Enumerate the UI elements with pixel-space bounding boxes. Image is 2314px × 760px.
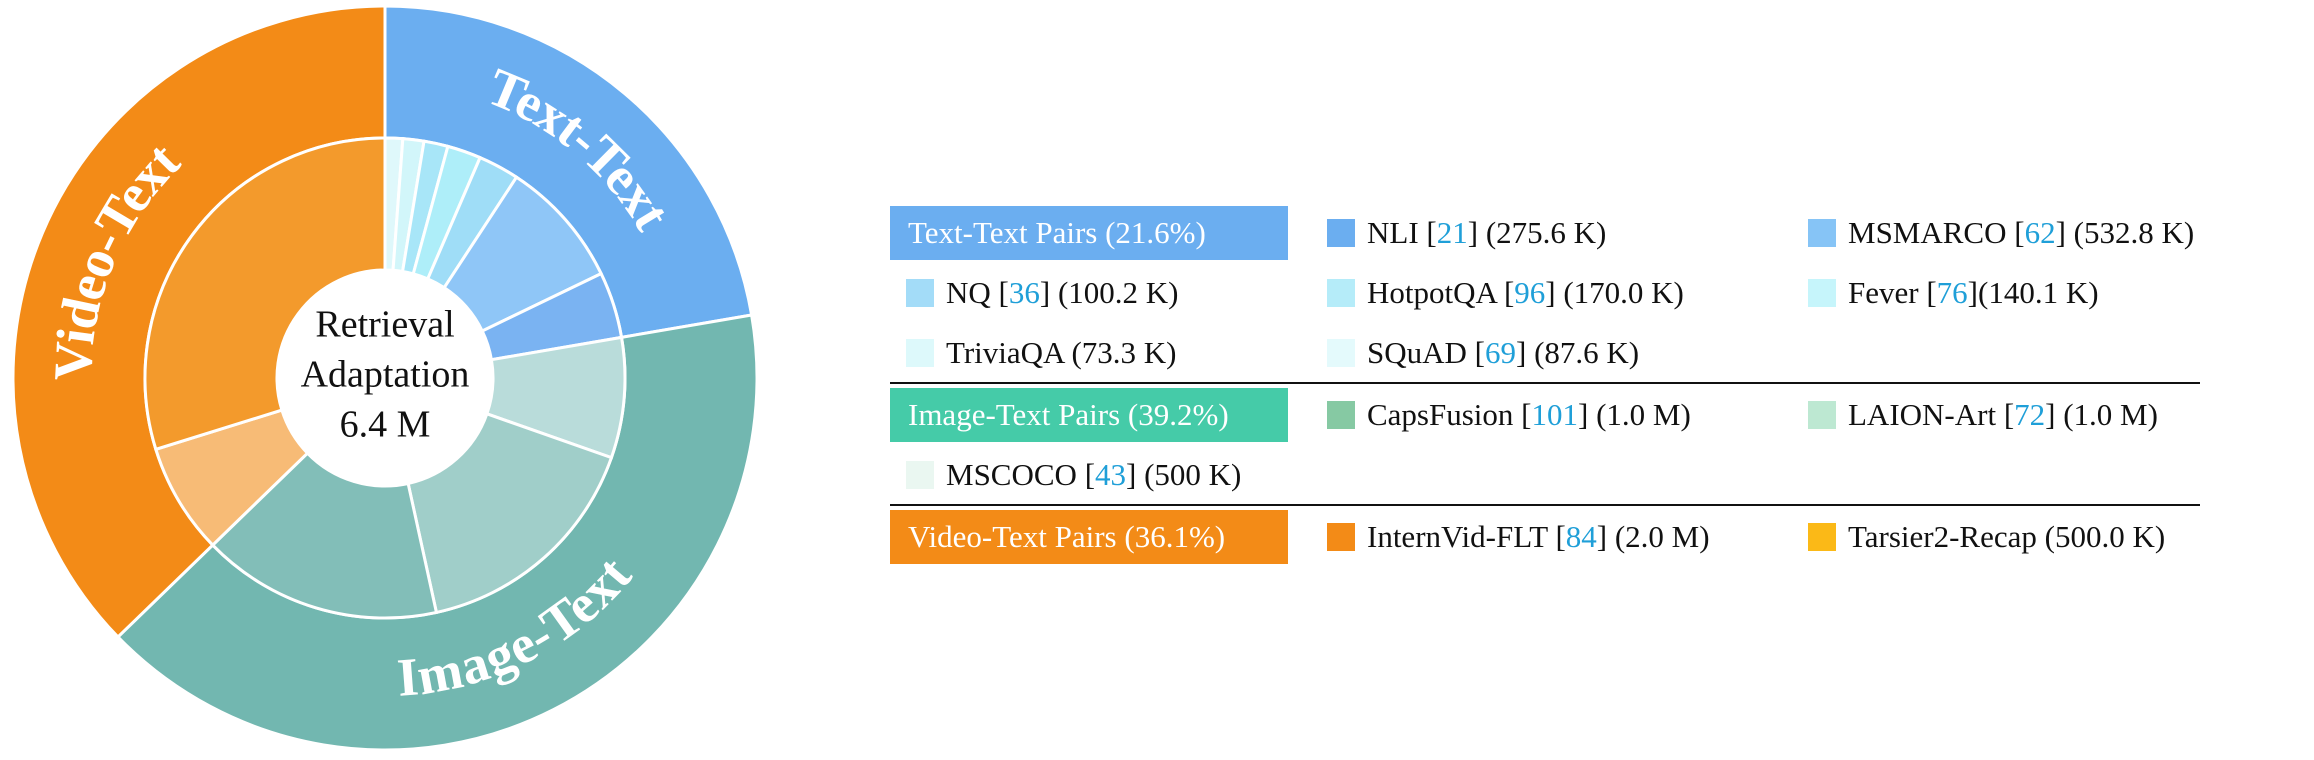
legend-row: Image-Text Pairs (39.2%) CapsFusion [101]… bbox=[890, 388, 2200, 448]
legend-swatch bbox=[1808, 219, 1836, 247]
legend-swatch bbox=[906, 279, 934, 307]
legend-item-tarsier2-recap: Tarsier2-Recap (500.0 K) bbox=[1808, 510, 2165, 564]
legend-swatch bbox=[1327, 339, 1355, 367]
legend-row: Text-Text Pairs (21.6%) NLI [21] (275.6 K… bbox=[890, 206, 2200, 266]
citation-link[interactable]: 76 bbox=[1936, 275, 1968, 310]
legend: Text-Text Pairs (21.6%) NLI [21] (275.6 K… bbox=[890, 206, 2200, 570]
citation-link[interactable]: 101 bbox=[1531, 397, 1579, 432]
legend-swatch bbox=[1327, 523, 1355, 551]
legend-item-laion-art: LAION-Art [72] (1.0 M) bbox=[1808, 388, 2158, 442]
citation-link[interactable]: 69 bbox=[1484, 335, 1516, 370]
legend-swatch bbox=[906, 339, 934, 367]
legend-item-hotpotqa: HotpotQA [96] (170.0 K) bbox=[1327, 266, 1684, 320]
legend-row: TriviaQA (73.3 K) SQuAD [69] (87.6 K) bbox=[890, 326, 2200, 386]
legend-item-internvid-flt: InternVid-FLT [84] (2.0 M) bbox=[1327, 510, 1710, 564]
legend-separator bbox=[890, 504, 2200, 506]
legend-row: MSCOCO [43] (500 K) bbox=[890, 448, 2200, 508]
legend-separator bbox=[890, 382, 2200, 384]
citation-link[interactable]: 96 bbox=[1514, 275, 1546, 310]
citation-link[interactable]: 43 bbox=[1095, 457, 1127, 492]
legend-swatch bbox=[906, 461, 934, 489]
legend-swatch bbox=[1327, 219, 1355, 247]
citation-link[interactable]: 62 bbox=[2024, 215, 2056, 250]
citation-link[interactable]: 21 bbox=[1436, 215, 1468, 250]
legend-swatch bbox=[1327, 401, 1355, 429]
center-label-line: Retrieval bbox=[315, 304, 454, 346]
legend-swatch bbox=[1808, 279, 1836, 307]
sunburst-chart: Text-TextImage-TextVideo-TextRetrievalAd… bbox=[11, 4, 759, 752]
legend-item-mscoco: MSCOCO [43] (500 K) bbox=[906, 448, 1241, 502]
center-hole bbox=[277, 270, 493, 486]
legend-group-tag: Image-Text Pairs (39.2%) bbox=[890, 388, 1288, 442]
legend-row: NQ [36] (100.2 K) HotpotQA [96] (170.0 K)… bbox=[890, 266, 2200, 326]
legend-row: Video-Text Pairs (36.1%) InternVid-FLT [8… bbox=[890, 510, 2200, 570]
legend-item-nli: NLI [21] (275.6 K) bbox=[1327, 206, 1606, 260]
legend-group-tag: Video-Text Pairs (36.1%) bbox=[890, 510, 1288, 564]
legend-group-tag: Text-Text Pairs (21.6%) bbox=[890, 206, 1288, 260]
legend-item-squad: SQuAD [69] (87.6 K) bbox=[1327, 326, 1639, 380]
center-label-line: 6.4 M bbox=[340, 404, 431, 446]
citation-link[interactable]: 84 bbox=[1565, 519, 1597, 554]
legend-swatch bbox=[1808, 401, 1836, 429]
legend-item-capsfusion: CapsFusion [101] (1.0 M) bbox=[1327, 388, 1691, 442]
citation-link[interactable]: 72 bbox=[2014, 397, 2046, 432]
citation-link[interactable]: 36 bbox=[1008, 275, 1040, 310]
center-label-line: Adaptation bbox=[301, 354, 470, 396]
legend-item-triviaqa: TriviaQA (73.3 K) bbox=[906, 326, 1177, 380]
legend-item-nq: NQ [36] (100.2 K) bbox=[906, 266, 1178, 320]
legend-item-msmarco: MSMARCO [62] (532.8 K) bbox=[1808, 206, 2194, 260]
legend-item-fever: Fever [76](140.1 K) bbox=[1808, 266, 2099, 320]
legend-swatch bbox=[1327, 279, 1355, 307]
legend-swatch bbox=[1808, 523, 1836, 551]
